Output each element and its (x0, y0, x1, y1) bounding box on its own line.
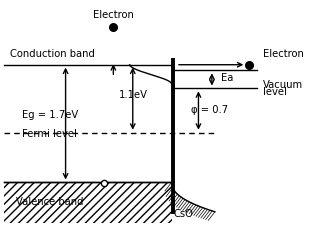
Text: level: level (263, 87, 286, 97)
Text: Ea: Ea (221, 73, 233, 83)
Text: φ = 0.7: φ = 0.7 (191, 105, 228, 115)
Text: Electron: Electron (263, 49, 304, 59)
Text: CsO: CsO (174, 209, 194, 219)
Text: Conduction band: Conduction band (10, 49, 95, 59)
Text: 1.1eV: 1.1eV (119, 90, 148, 100)
Text: Valence band: Valence band (16, 196, 84, 207)
Bar (4, 182, 172, 223)
Text: Fermi level: Fermi level (22, 129, 77, 139)
Text: Electron: Electron (93, 11, 134, 20)
Text: Eg = 1.7eV: Eg = 1.7eV (22, 109, 79, 120)
Text: Vacuum: Vacuum (263, 80, 303, 90)
